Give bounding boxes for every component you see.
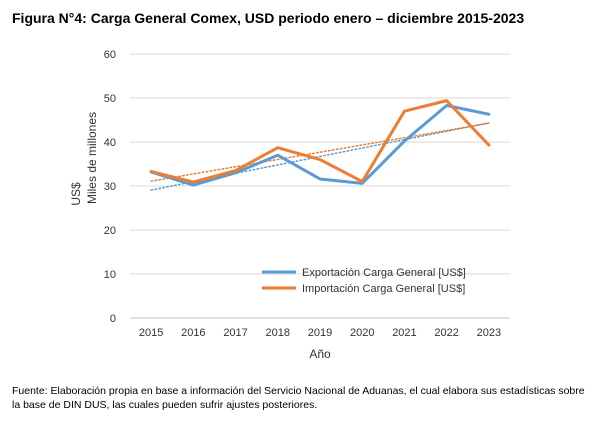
x-tick-label: 2018 (266, 327, 290, 339)
x-tick-label: 2020 (350, 327, 374, 339)
x-tick-label: 2019 (308, 327, 332, 339)
series-line (149, 103, 491, 187)
legend-label: Exportación Carga General [US$] (302, 267, 466, 279)
x-axis-title: Año (309, 347, 331, 361)
y-tick-label: 10 (104, 269, 116, 281)
y-axis-unit: US$ (69, 182, 83, 206)
y-tick-label: 60 (104, 49, 116, 61)
x-tick-label: 2017 (223, 327, 247, 339)
series-line (149, 99, 491, 184)
source-note: Fuente: Elaboración propia en base a inf… (12, 385, 585, 411)
y-tick-label: 40 (104, 137, 116, 149)
y-tick-label: 30 (104, 181, 116, 193)
x-tick-label: 2016 (181, 327, 205, 339)
y-tick-label: 50 (104, 93, 116, 105)
y-tick-label: 20 (104, 225, 116, 237)
figure-title: Figura N°4: Carga General Comex, USD per… (12, 10, 525, 26)
y-axis-title: Miles de millones (85, 112, 99, 204)
y-tick-label: 0 (110, 313, 116, 325)
trendline (150, 122, 490, 182)
x-tick-label: 2015 (139, 327, 163, 339)
x-tick-label: 2021 (392, 327, 416, 339)
x-tick-label: 2022 (434, 327, 458, 339)
x-tick-label: 2023 (477, 327, 501, 339)
legend-label: Importación Carga General [US$] (302, 283, 465, 295)
